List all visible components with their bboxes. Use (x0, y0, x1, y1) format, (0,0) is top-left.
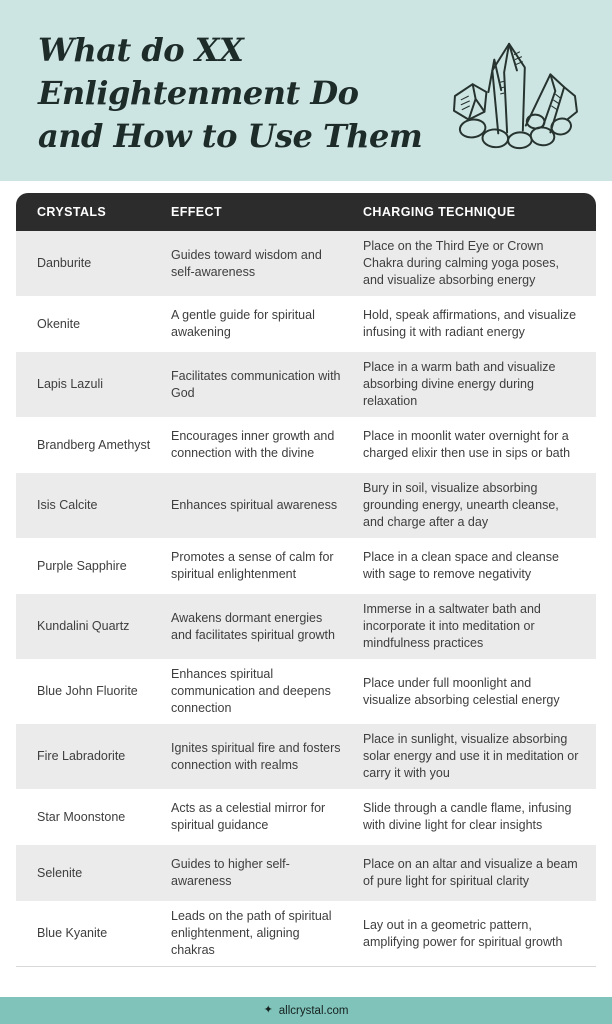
crystal-name: Blue Kyanite (37, 926, 108, 940)
charging-technique: Place on the Third Eye or Crown Chakra d… (363, 239, 559, 287)
crystal-name: Star Moonstone (37, 809, 126, 824)
sparkle-icon: ✦ (263, 1004, 273, 1016)
table-row: Lapis Lazuli Facilitates communication w… (16, 352, 596, 417)
table-row: Star Moonstone Acts as a celestial mirro… (16, 789, 596, 845)
crystal-name: Danburite (37, 256, 92, 270)
page-title-line-3: and How to Use Them (38, 117, 423, 155)
crystal-effect: A gentle guide for spiritual awakening (171, 308, 315, 339)
footer-site-name: allcrystal.com (278, 1004, 349, 1017)
crystal-effect: Enhances spiritual communication and dee… (171, 667, 331, 715)
crystal-name: Selenite (37, 865, 83, 880)
column-header-effect: EFFECT (171, 205, 223, 219)
crystal-effect: Facilitates communication with God (171, 368, 341, 400)
crystal-name: Okenite (37, 316, 81, 331)
table-row: Blue John Fluorite Enhances spiritual co… (16, 659, 596, 724)
table-row: Purple Sapphire Promotes a sense of calm… (16, 538, 596, 594)
charging-technique: Hold, speak affirmations, and visualize … (363, 308, 577, 339)
table-row: Brandberg Amethyst Encourages inner grow… (16, 417, 596, 473)
site-footer: ✦ allcrystal.com (0, 997, 612, 1024)
charging-technique: Place in moonlit water overnight for a c… (363, 429, 571, 460)
crystal-name: Isis Calcite (37, 498, 98, 512)
crystal-effect: Enhances spiritual awareness (171, 498, 338, 512)
crystal-cluster-icon (452, 42, 578, 149)
table-row: Okenite A gentle guide for spiritual awa… (16, 296, 596, 352)
charging-technique: Lay out in a geometric pattern, amplifyi… (363, 917, 563, 949)
column-header-charging-technique: CHARGING TECHNIQUE (363, 205, 516, 219)
charging-technique: Place in a clean space and cleanse with … (363, 550, 559, 581)
crystal-name: Lapis Lazuli (37, 377, 104, 391)
hero-banner: What do XX Enlightenment Do and How to U… (0, 0, 612, 181)
table-row: Fire Labradorite Ignites spiritual fire … (16, 724, 596, 789)
table-body: Danburite Guides toward wisdom and self-… (16, 231, 596, 967)
crystal-name: Purple Sapphire (37, 558, 127, 573)
column-header-crystals: CRYSTALS (37, 205, 107, 219)
crystal-effect: Promotes a sense of calm for spiritual e… (171, 550, 334, 581)
crystal-effect: Acts as a celestial mirror for spiritual… (171, 801, 326, 832)
crystal-effect: Awakens dormant energies and facilitates… (171, 610, 335, 642)
charging-technique: Place in a warm bath and visualize absor… (363, 360, 556, 408)
charging-technique: Place under full moonlight and visualize… (363, 675, 560, 707)
table-row: Kundalini Quartz Awakens dormant energie… (16, 594, 596, 659)
table-row: Danburite Guides toward wisdom and self-… (16, 231, 596, 296)
crystal-effect: Ignites spiritual fire and fosters conne… (171, 740, 341, 772)
charging-technique: Place on an altar and visualize a beam o… (363, 857, 578, 888)
page-title-line-1: What do XX (38, 31, 244, 69)
table-row: Isis Calcite Enhances spiritual awarenes… (16, 473, 596, 538)
table-row: Selenite Guides to higher self-awareness… (16, 845, 596, 901)
charging-technique: Bury in soil, visualize absorbing ground… (363, 481, 559, 529)
charging-technique: Immerse in a saltwater bath and incorpor… (363, 602, 541, 650)
table-header-row: CRYSTALS EFFECT CHARGING TECHNIQUE (16, 193, 596, 231)
crystal-effect: Encourages inner growth and connection w… (171, 429, 335, 460)
page-title: What do XX Enlightenment Do and How to U… (38, 29, 438, 158)
page-title-line-2: Enlightenment Do (38, 74, 359, 112)
crystal-effect: Guides to higher self-awareness (171, 857, 290, 888)
table-row: Blue Kyanite Leads on the path of spirit… (16, 901, 596, 966)
crystal-effect: Leads on the path of spiritual enlighten… (171, 909, 332, 957)
crystal-name: Kundalini Quartz (37, 619, 130, 633)
charging-technique: Place in sunlight, visualize absorbing s… (363, 732, 579, 780)
charging-technique: Slide through a candle flame, infusing w… (363, 801, 572, 832)
crystal-name: Blue John Fluorite (37, 684, 138, 698)
crystal-name: Fire Labradorite (37, 749, 126, 763)
crystal-name: Brandberg Amethyst (37, 437, 151, 452)
crystal-table: CRYSTALS EFFECT CHARGING TECHNIQUE Danbu… (16, 193, 596, 967)
crystal-effect: Guides toward wisdom and self-awareness (171, 247, 322, 279)
